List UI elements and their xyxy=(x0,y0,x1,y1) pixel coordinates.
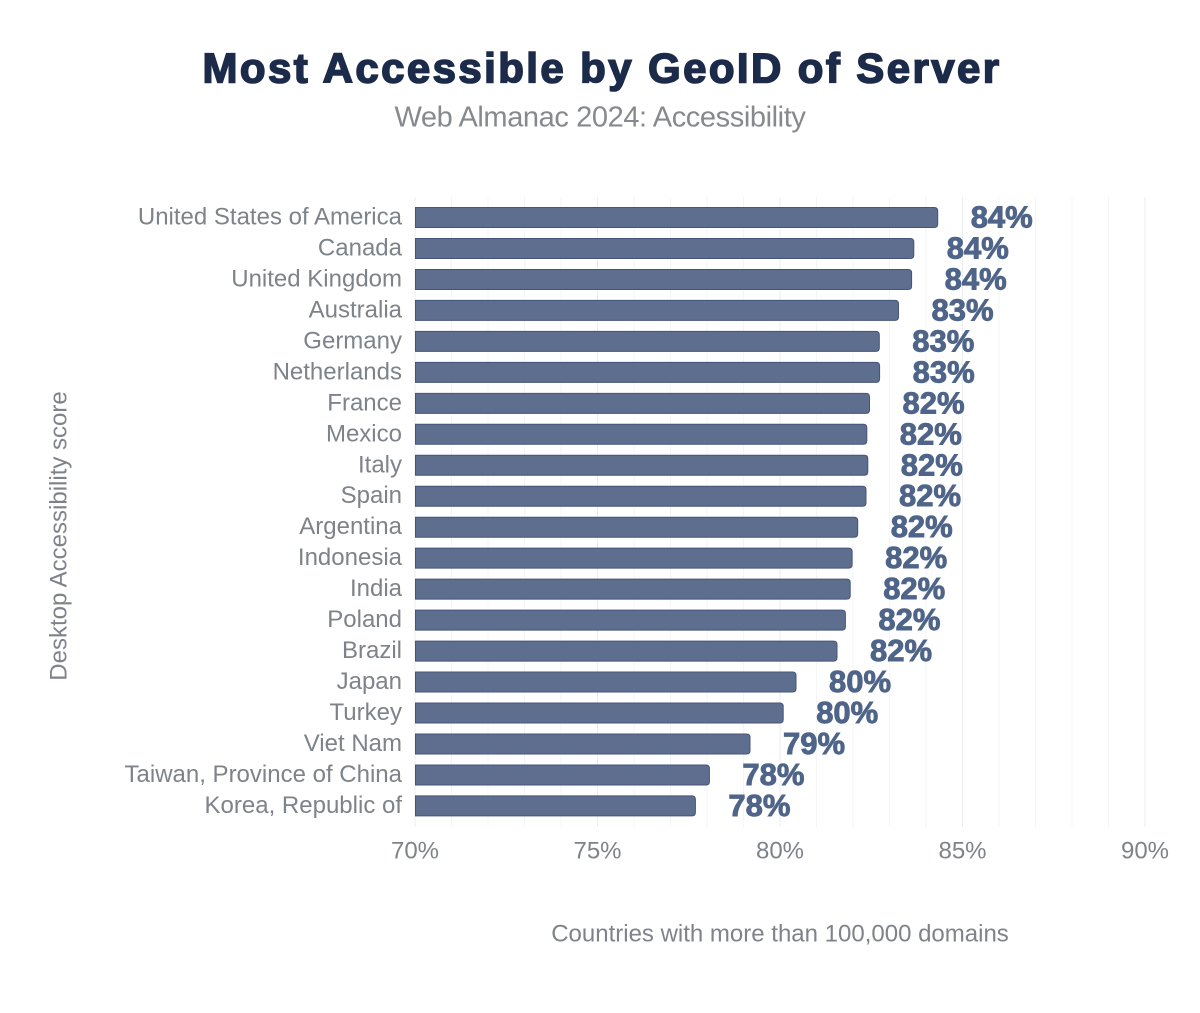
svg-text:Poland: Poland xyxy=(327,606,402,633)
svg-text:Viet Nam: Viet Nam xyxy=(304,730,402,757)
svg-text:Netherlands: Netherlands xyxy=(273,358,402,385)
svg-text:90%: 90% xyxy=(1121,837,1169,864)
svg-text:80%: 80% xyxy=(756,837,804,864)
svg-text:83%: 83% xyxy=(913,354,975,389)
svg-text:Taiwan, Province of China: Taiwan, Province of China xyxy=(125,761,403,788)
svg-text:Mexico: Mexico xyxy=(326,420,402,447)
svg-text:85%: 85% xyxy=(938,837,986,864)
svg-text:78%: 78% xyxy=(742,757,804,792)
svg-text:United States of America: United States of America xyxy=(138,204,403,231)
svg-text:80%: 80% xyxy=(816,695,878,730)
svg-text:84%: 84% xyxy=(947,230,1009,265)
svg-text:82%: 82% xyxy=(883,571,945,606)
svg-text:82%: 82% xyxy=(891,509,953,544)
svg-text:Indonesia: Indonesia xyxy=(298,544,403,571)
svg-text:India: India xyxy=(350,575,403,602)
svg-text:Desktop Accessibility score: Desktop Accessibility score xyxy=(45,391,72,680)
svg-text:75%: 75% xyxy=(573,837,621,864)
svg-text:Spain: Spain xyxy=(341,482,402,509)
svg-text:84%: 84% xyxy=(945,261,1007,296)
svg-text:82%: 82% xyxy=(903,385,965,420)
svg-text:80%: 80% xyxy=(829,664,891,699)
svg-text:Korea, Republic of: Korea, Republic of xyxy=(205,792,403,819)
svg-text:Turkey: Turkey xyxy=(330,699,402,726)
svg-text:84%: 84% xyxy=(971,200,1033,235)
svg-text:Australia: Australia xyxy=(309,296,403,323)
svg-text:78%: 78% xyxy=(728,788,790,823)
svg-text:82%: 82% xyxy=(870,633,932,668)
svg-text:83%: 83% xyxy=(932,292,994,327)
svg-text:82%: 82% xyxy=(899,478,961,513)
svg-text:Germany: Germany xyxy=(303,327,402,354)
svg-text:Most Accessible by GeoID of Se: Most Accessible by GeoID of Server xyxy=(203,45,1002,92)
svg-text:France: France xyxy=(327,389,402,416)
svg-text:Web Almanac 2024: Accessibilit: Web Almanac 2024: Accessibility xyxy=(394,101,806,133)
svg-text:79%: 79% xyxy=(783,726,845,761)
svg-text:Argentina: Argentina xyxy=(299,513,402,540)
svg-text:82%: 82% xyxy=(900,416,962,451)
svg-text:Canada: Canada xyxy=(318,234,403,261)
svg-text:Brazil: Brazil xyxy=(342,637,402,664)
svg-text:Countries with more than 100,0: Countries with more than 100,000 domains xyxy=(551,921,1009,948)
svg-text:Italy: Italy xyxy=(358,451,402,478)
svg-text:82%: 82% xyxy=(878,602,940,637)
svg-text:82%: 82% xyxy=(885,540,947,575)
svg-text:82%: 82% xyxy=(901,447,963,482)
svg-text:United Kingdom: United Kingdom xyxy=(231,265,402,292)
svg-text:70%: 70% xyxy=(391,837,439,864)
svg-text:Japan: Japan xyxy=(337,668,402,695)
svg-text:83%: 83% xyxy=(912,323,974,358)
